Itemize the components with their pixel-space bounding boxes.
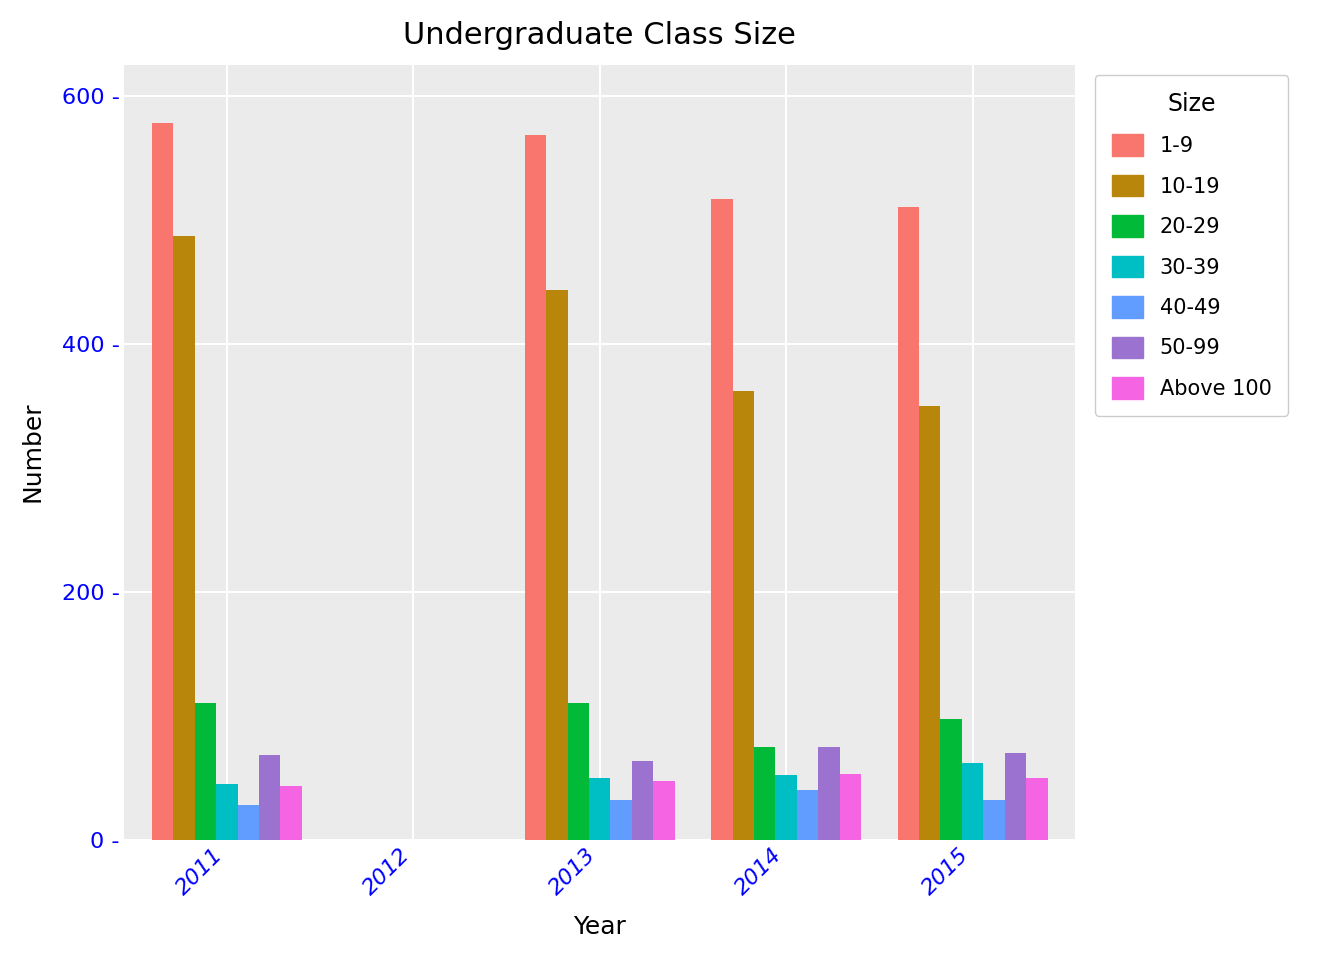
Bar xyxy=(259,756,281,840)
Bar xyxy=(1005,753,1027,840)
Bar xyxy=(1027,778,1048,840)
Bar xyxy=(962,762,984,840)
Bar xyxy=(941,719,962,840)
Bar xyxy=(524,135,546,840)
Bar xyxy=(238,804,259,840)
Bar xyxy=(216,783,238,840)
X-axis label: Year: Year xyxy=(574,915,626,939)
Bar xyxy=(797,790,818,840)
Bar xyxy=(840,774,862,840)
Legend: 1-9, 10-19, 20-29, 30-39, 40-49, 50-99, Above 100: 1-9, 10-19, 20-29, 30-39, 40-49, 50-99, … xyxy=(1095,75,1289,416)
Bar xyxy=(711,199,732,840)
Bar xyxy=(152,123,173,840)
Bar xyxy=(898,207,919,840)
Bar xyxy=(281,786,302,840)
Bar xyxy=(195,703,216,840)
Title: Undergraduate Class Size: Undergraduate Class Size xyxy=(403,21,796,50)
Bar xyxy=(919,406,941,840)
Bar xyxy=(546,290,567,840)
Bar xyxy=(653,781,675,840)
Bar xyxy=(610,800,632,840)
Bar xyxy=(984,800,1005,840)
Bar xyxy=(567,703,589,840)
Bar xyxy=(775,775,797,840)
Bar xyxy=(173,236,195,840)
Bar xyxy=(818,747,840,840)
Bar xyxy=(632,761,653,840)
Bar xyxy=(589,778,610,840)
Bar xyxy=(754,747,775,840)
Bar xyxy=(732,391,754,840)
Y-axis label: Number: Number xyxy=(22,402,44,502)
